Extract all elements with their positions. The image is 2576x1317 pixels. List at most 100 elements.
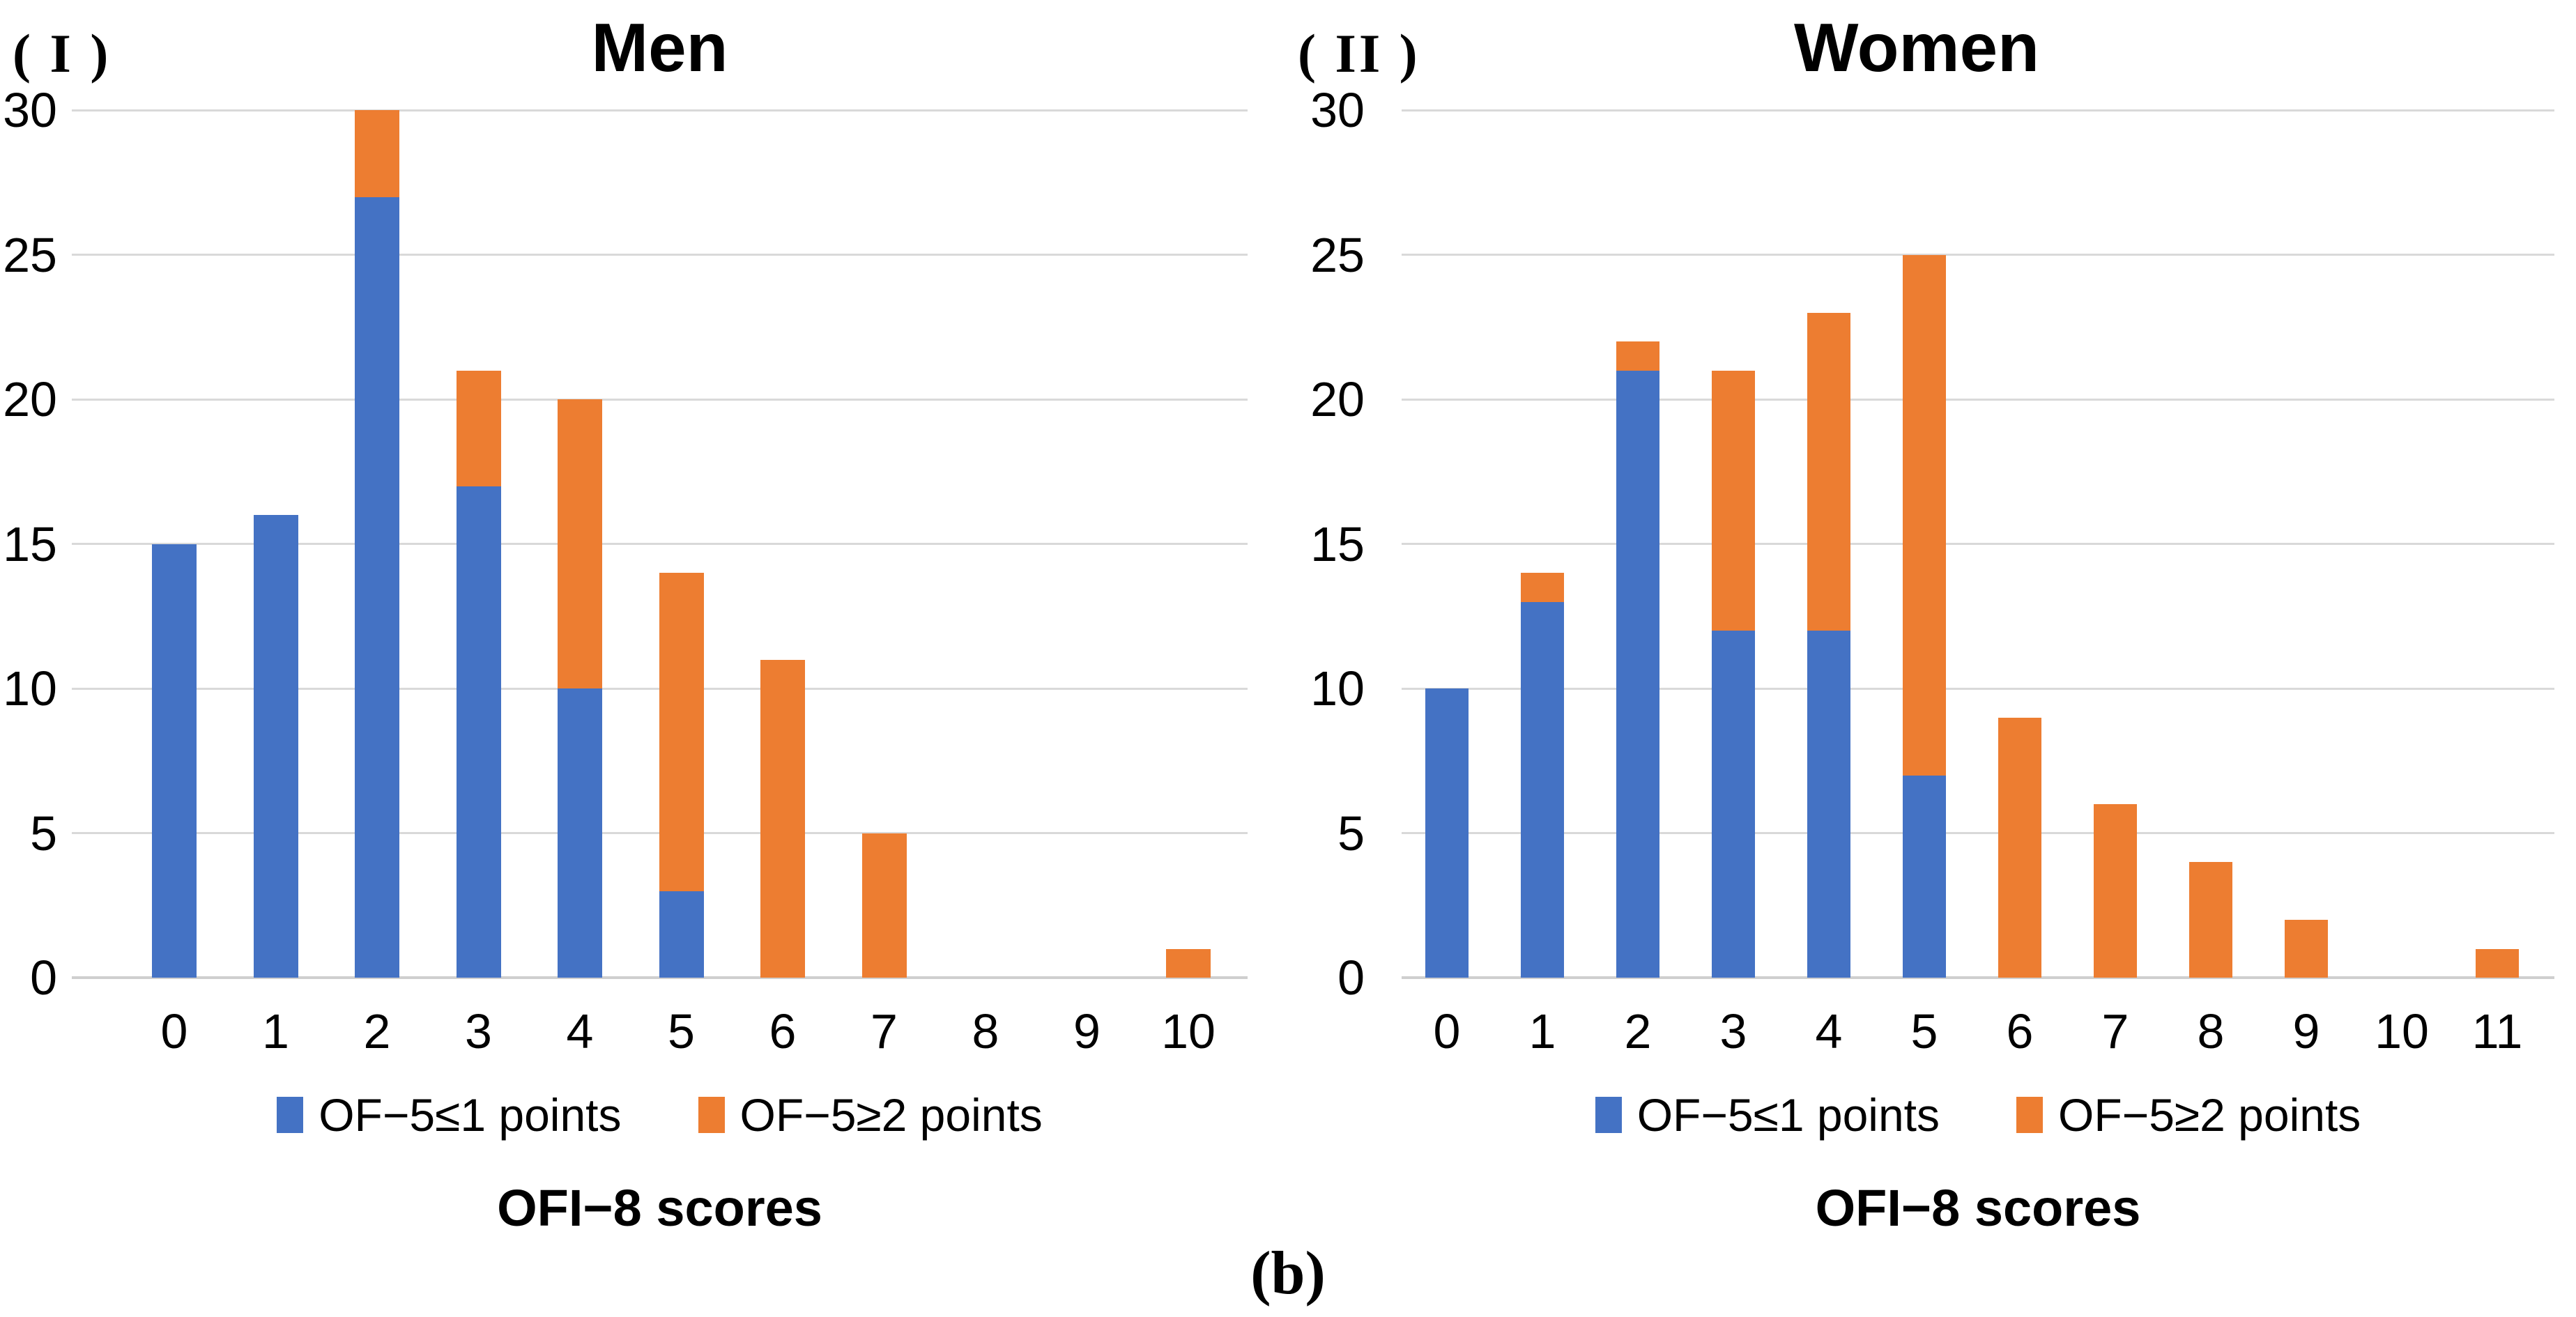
y-tick-label-15: 15 bbox=[1310, 516, 1365, 571]
bar-4-segment-blue bbox=[1807, 631, 1850, 978]
bar-8-segment-orange bbox=[2189, 862, 2232, 978]
bar-5-segment-blue bbox=[1903, 775, 1946, 978]
y-tick-label-10: 10 bbox=[3, 661, 57, 716]
x-tick-label-7: 7 bbox=[871, 1004, 898, 1058]
x-tick-label-3: 3 bbox=[1719, 1004, 1747, 1058]
y-tick-label-30: 30 bbox=[1310, 83, 1365, 137]
x-axis-label-men: OFI−8 scores bbox=[497, 1179, 822, 1237]
x-axis-line bbox=[1402, 976, 2554, 979]
bar-1-segment-orange bbox=[1521, 573, 1564, 602]
y-tick-label-5: 5 bbox=[30, 806, 57, 861]
bar-1-segment-blue bbox=[253, 515, 298, 978]
legend-swatch-blue bbox=[277, 1097, 304, 1133]
bar-4-segment-blue bbox=[558, 688, 602, 978]
bar-6-segment-orange bbox=[1998, 717, 2041, 978]
bar-10-segment-orange bbox=[1166, 948, 1211, 978]
bar-3-segment-blue bbox=[1712, 631, 1755, 978]
panel-label-men: ( I ) bbox=[13, 23, 112, 84]
legend-women: OF−5≤1 points OF−5≥2 points bbox=[1402, 1080, 2554, 1150]
figure-caption: (b) bbox=[1250, 1240, 1326, 1307]
bar-7-segment-orange bbox=[2094, 804, 2137, 978]
y-tick-label-20: 20 bbox=[1310, 372, 1365, 426]
bar-11-segment-orange bbox=[2476, 948, 2519, 978]
x-tick-label-10: 10 bbox=[2375, 1004, 2429, 1058]
x-tick-label-0: 0 bbox=[160, 1004, 188, 1058]
legend-label: OF−5≥2 points bbox=[739, 1089, 1043, 1141]
legend-swatch-orange bbox=[2016, 1097, 2043, 1133]
legend-item-blue-series: OF−5≤1 points bbox=[1595, 1088, 1940, 1141]
gridline-y30 bbox=[72, 109, 1248, 111]
x-tick-label-2: 2 bbox=[1624, 1004, 1652, 1058]
bar-5-segment-orange bbox=[1903, 254, 1946, 776]
legend-swatch-blue bbox=[1595, 1097, 1622, 1133]
x-tick-label-4: 4 bbox=[566, 1004, 594, 1058]
y-tick-label-30: 30 bbox=[3, 83, 57, 137]
bar-3-segment-orange bbox=[1712, 370, 1755, 631]
legend-item-blue-series: OF−5≤1 points bbox=[277, 1088, 622, 1141]
x-tick-label-6: 6 bbox=[2006, 1004, 2034, 1058]
y-tick-label-25: 25 bbox=[3, 227, 57, 282]
bar-1-segment-blue bbox=[1521, 601, 1564, 978]
legend-label: OF−5≤1 points bbox=[319, 1089, 622, 1141]
bar-3-segment-blue bbox=[456, 486, 501, 978]
x-tick-label-9: 9 bbox=[1073, 1004, 1101, 1058]
bar-0-segment-blue bbox=[1425, 688, 1469, 978]
bar-2-segment-orange bbox=[1616, 341, 1659, 371]
x-tick-label-6: 6 bbox=[769, 1004, 797, 1058]
gridline-y20 bbox=[72, 398, 1248, 401]
x-tick-label-8: 8 bbox=[2197, 1004, 2225, 1058]
x-tick-label-4: 4 bbox=[1815, 1004, 1843, 1058]
bar-2-segment-blue bbox=[355, 197, 399, 978]
panel-label-women: ( II ) bbox=[1298, 23, 1420, 84]
gridline-y20 bbox=[1402, 398, 2554, 401]
x-tick-label-1: 1 bbox=[262, 1004, 289, 1058]
chart-title-women: Women bbox=[1793, 9, 2040, 86]
bar-4-segment-orange bbox=[558, 399, 602, 688]
bar-3-segment-orange bbox=[456, 370, 501, 486]
bar-7-segment-orange bbox=[861, 833, 907, 978]
bar-5-segment-blue bbox=[659, 891, 704, 978]
y-tick-label-0: 0 bbox=[30, 950, 57, 1005]
gridline-y5 bbox=[1402, 832, 2554, 834]
y-tick-label-20: 20 bbox=[3, 372, 57, 426]
x-axis-line bbox=[72, 976, 1248, 979]
x-tick-label-5: 5 bbox=[668, 1004, 695, 1058]
bar-0-segment-blue bbox=[152, 544, 197, 978]
y-tick-label-5: 5 bbox=[1337, 806, 1365, 861]
chart-title-men: Men bbox=[591, 9, 728, 86]
y-tick-label-15: 15 bbox=[3, 516, 57, 571]
x-tick-label-0: 0 bbox=[1433, 1004, 1461, 1058]
x-tick-label-5: 5 bbox=[1910, 1004, 1938, 1058]
x-tick-label-9: 9 bbox=[2292, 1004, 2320, 1058]
gridline-y25 bbox=[72, 254, 1248, 256]
y-tick-label-0: 0 bbox=[1337, 950, 1365, 1005]
legend-label: OF−5≥2 points bbox=[2058, 1089, 2361, 1141]
gridline-y25 bbox=[1402, 254, 2554, 256]
bar-9-segment-orange bbox=[2285, 920, 2328, 978]
y-tick-label-10: 10 bbox=[1310, 661, 1365, 716]
x-tick-label-3: 3 bbox=[465, 1004, 492, 1058]
gridline-y15 bbox=[1402, 543, 2554, 545]
bar-2-segment-blue bbox=[1616, 370, 1659, 978]
gridline-y15 bbox=[72, 543, 1248, 545]
x-axis-label-women: OFI−8 scores bbox=[1815, 1179, 2141, 1237]
x-tick-label-1: 1 bbox=[1528, 1004, 1556, 1058]
x-tick-label-11: 11 bbox=[2471, 1004, 2523, 1058]
y-tick-label-25: 25 bbox=[1310, 227, 1365, 282]
legend-swatch-orange bbox=[698, 1097, 725, 1133]
legend-item-orange-series: OF−5≥2 points bbox=[698, 1088, 1043, 1141]
legend-item-orange-series: OF−5≥2 points bbox=[2016, 1088, 2361, 1141]
bar-5-segment-orange bbox=[659, 573, 704, 891]
bar-6-segment-orange bbox=[760, 659, 805, 978]
bar-2-segment-orange bbox=[355, 110, 399, 197]
legend-label: OF−5≤1 points bbox=[1636, 1089, 1940, 1141]
gridline-y10 bbox=[1402, 687, 2554, 690]
x-tick-label-7: 7 bbox=[2101, 1004, 2129, 1058]
x-tick-label-10: 10 bbox=[1161, 1004, 1216, 1058]
x-tick-label-8: 8 bbox=[972, 1004, 999, 1058]
gridline-y30 bbox=[1402, 109, 2554, 111]
x-tick-label-2: 2 bbox=[363, 1004, 391, 1058]
bar-4-segment-orange bbox=[1807, 312, 1850, 631]
legend-men: OF−5≤1 points OF−5≥2 points bbox=[72, 1080, 1248, 1150]
